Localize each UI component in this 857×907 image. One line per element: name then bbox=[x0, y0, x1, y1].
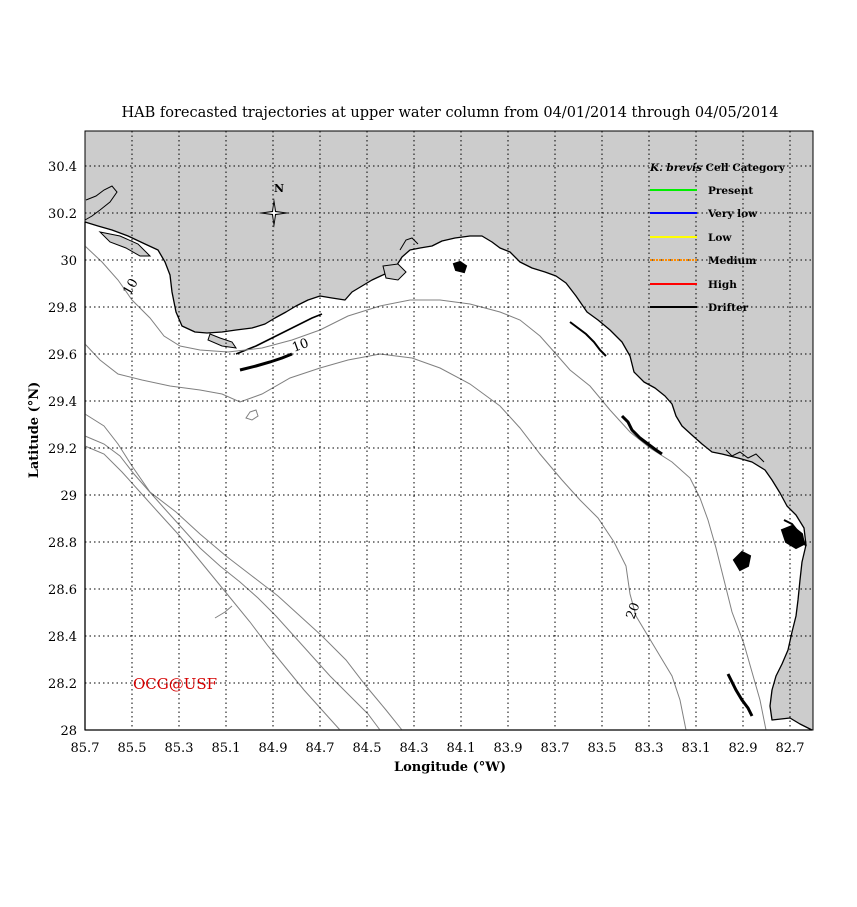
drifter-track bbox=[452, 260, 468, 274]
y-tick-label: 29.2 bbox=[48, 442, 77, 457]
bay-shape bbox=[382, 263, 407, 281]
coastline-detail bbox=[399, 237, 419, 251]
y-tick-label: 29.4 bbox=[48, 395, 77, 410]
x-axis-ticks: 85.7 85.5 85.3 85.1 84.9 84.7 84.5 84.3 … bbox=[71, 741, 805, 756]
y-tick-label: 28.4 bbox=[48, 630, 77, 645]
legend-label: High bbox=[708, 279, 737, 291]
y-tick-label: 30.4 bbox=[48, 160, 77, 175]
x-tick-label: 83.3 bbox=[635, 741, 664, 756]
x-tick-label: 84.9 bbox=[259, 741, 288, 756]
x-tick-label: 82.9 bbox=[729, 741, 758, 756]
y-tick-label: 28.6 bbox=[48, 583, 77, 598]
legend-title: K. brevis Cell Category bbox=[649, 162, 786, 174]
y-tick-label: 28 bbox=[60, 724, 77, 739]
contour-label: 10 bbox=[290, 336, 311, 356]
legend-title-category: Cell Category bbox=[702, 162, 786, 174]
contour-label: 20 bbox=[624, 601, 644, 622]
y-tick-label: 29 bbox=[60, 489, 77, 504]
bay-shape bbox=[98, 231, 152, 257]
y-tick-label: 29.8 bbox=[48, 301, 77, 316]
legend-label: Medium bbox=[708, 255, 756, 267]
contour-label: 10 bbox=[120, 276, 141, 298]
x-tick-label: 84.7 bbox=[306, 741, 335, 756]
x-tick-label: 83.7 bbox=[541, 741, 570, 756]
contour-labels: 10 10 20 bbox=[120, 276, 643, 621]
legend-label: Present bbox=[708, 185, 753, 197]
legend-title-species: K. brevis bbox=[649, 162, 702, 174]
drifter-track bbox=[732, 550, 752, 572]
y-axis-ticks: 28 28.2 28.4 28.6 28.8 29 29.2 29.4 29.6… bbox=[48, 160, 77, 739]
drifter-track bbox=[726, 673, 754, 717]
x-tick-label: 85.1 bbox=[212, 741, 241, 756]
bay-shape bbox=[207, 333, 238, 349]
legend-label: Low bbox=[708, 232, 732, 244]
plot-frame bbox=[84, 130, 814, 731]
y-tick-label: 29.6 bbox=[48, 348, 77, 363]
x-tick-label: 84.5 bbox=[353, 741, 382, 756]
drifter-track bbox=[569, 321, 607, 357]
legend: K. brevis Cell Category Present Very low… bbox=[649, 162, 786, 314]
y-axis-label: Latitude (°N) bbox=[27, 382, 42, 479]
compass-north-label: N bbox=[274, 182, 284, 195]
x-tick-label: 82.7 bbox=[776, 741, 805, 756]
map-grid bbox=[85, 131, 813, 730]
barrier-island bbox=[235, 313, 323, 355]
y-tick-label: 30 bbox=[60, 254, 77, 269]
legend-label: Drifter bbox=[708, 302, 749, 314]
coastline-detail bbox=[725, 449, 765, 463]
north-arrow-icon: N bbox=[258, 182, 290, 228]
drifter-track bbox=[620, 414, 663, 456]
x-tick-label: 83.1 bbox=[682, 741, 711, 756]
x-tick-label: 83.5 bbox=[588, 741, 617, 756]
credit-label: OCG@USF bbox=[133, 675, 217, 693]
water-area bbox=[84, 221, 813, 731]
coastline-detail bbox=[84, 185, 118, 221]
y-tick-label: 28.2 bbox=[48, 677, 77, 692]
map-title: HAB forecasted trajectories at upper wat… bbox=[121, 105, 778, 121]
x-tick-label: 84.1 bbox=[447, 741, 476, 756]
x-tick-label: 85.7 bbox=[71, 741, 100, 756]
x-tick-label: 83.9 bbox=[494, 741, 523, 756]
x-axis-label: Longitude (°W) bbox=[394, 760, 506, 775]
x-tick-label: 85.5 bbox=[118, 741, 147, 756]
y-tick-label: 30.2 bbox=[48, 207, 77, 222]
drifter-track bbox=[239, 352, 293, 372]
x-tick-label: 84.3 bbox=[400, 741, 429, 756]
y-tick-label: 28.8 bbox=[48, 536, 77, 551]
legend-label: Very low bbox=[707, 208, 758, 220]
x-tick-label: 85.3 bbox=[165, 741, 194, 756]
